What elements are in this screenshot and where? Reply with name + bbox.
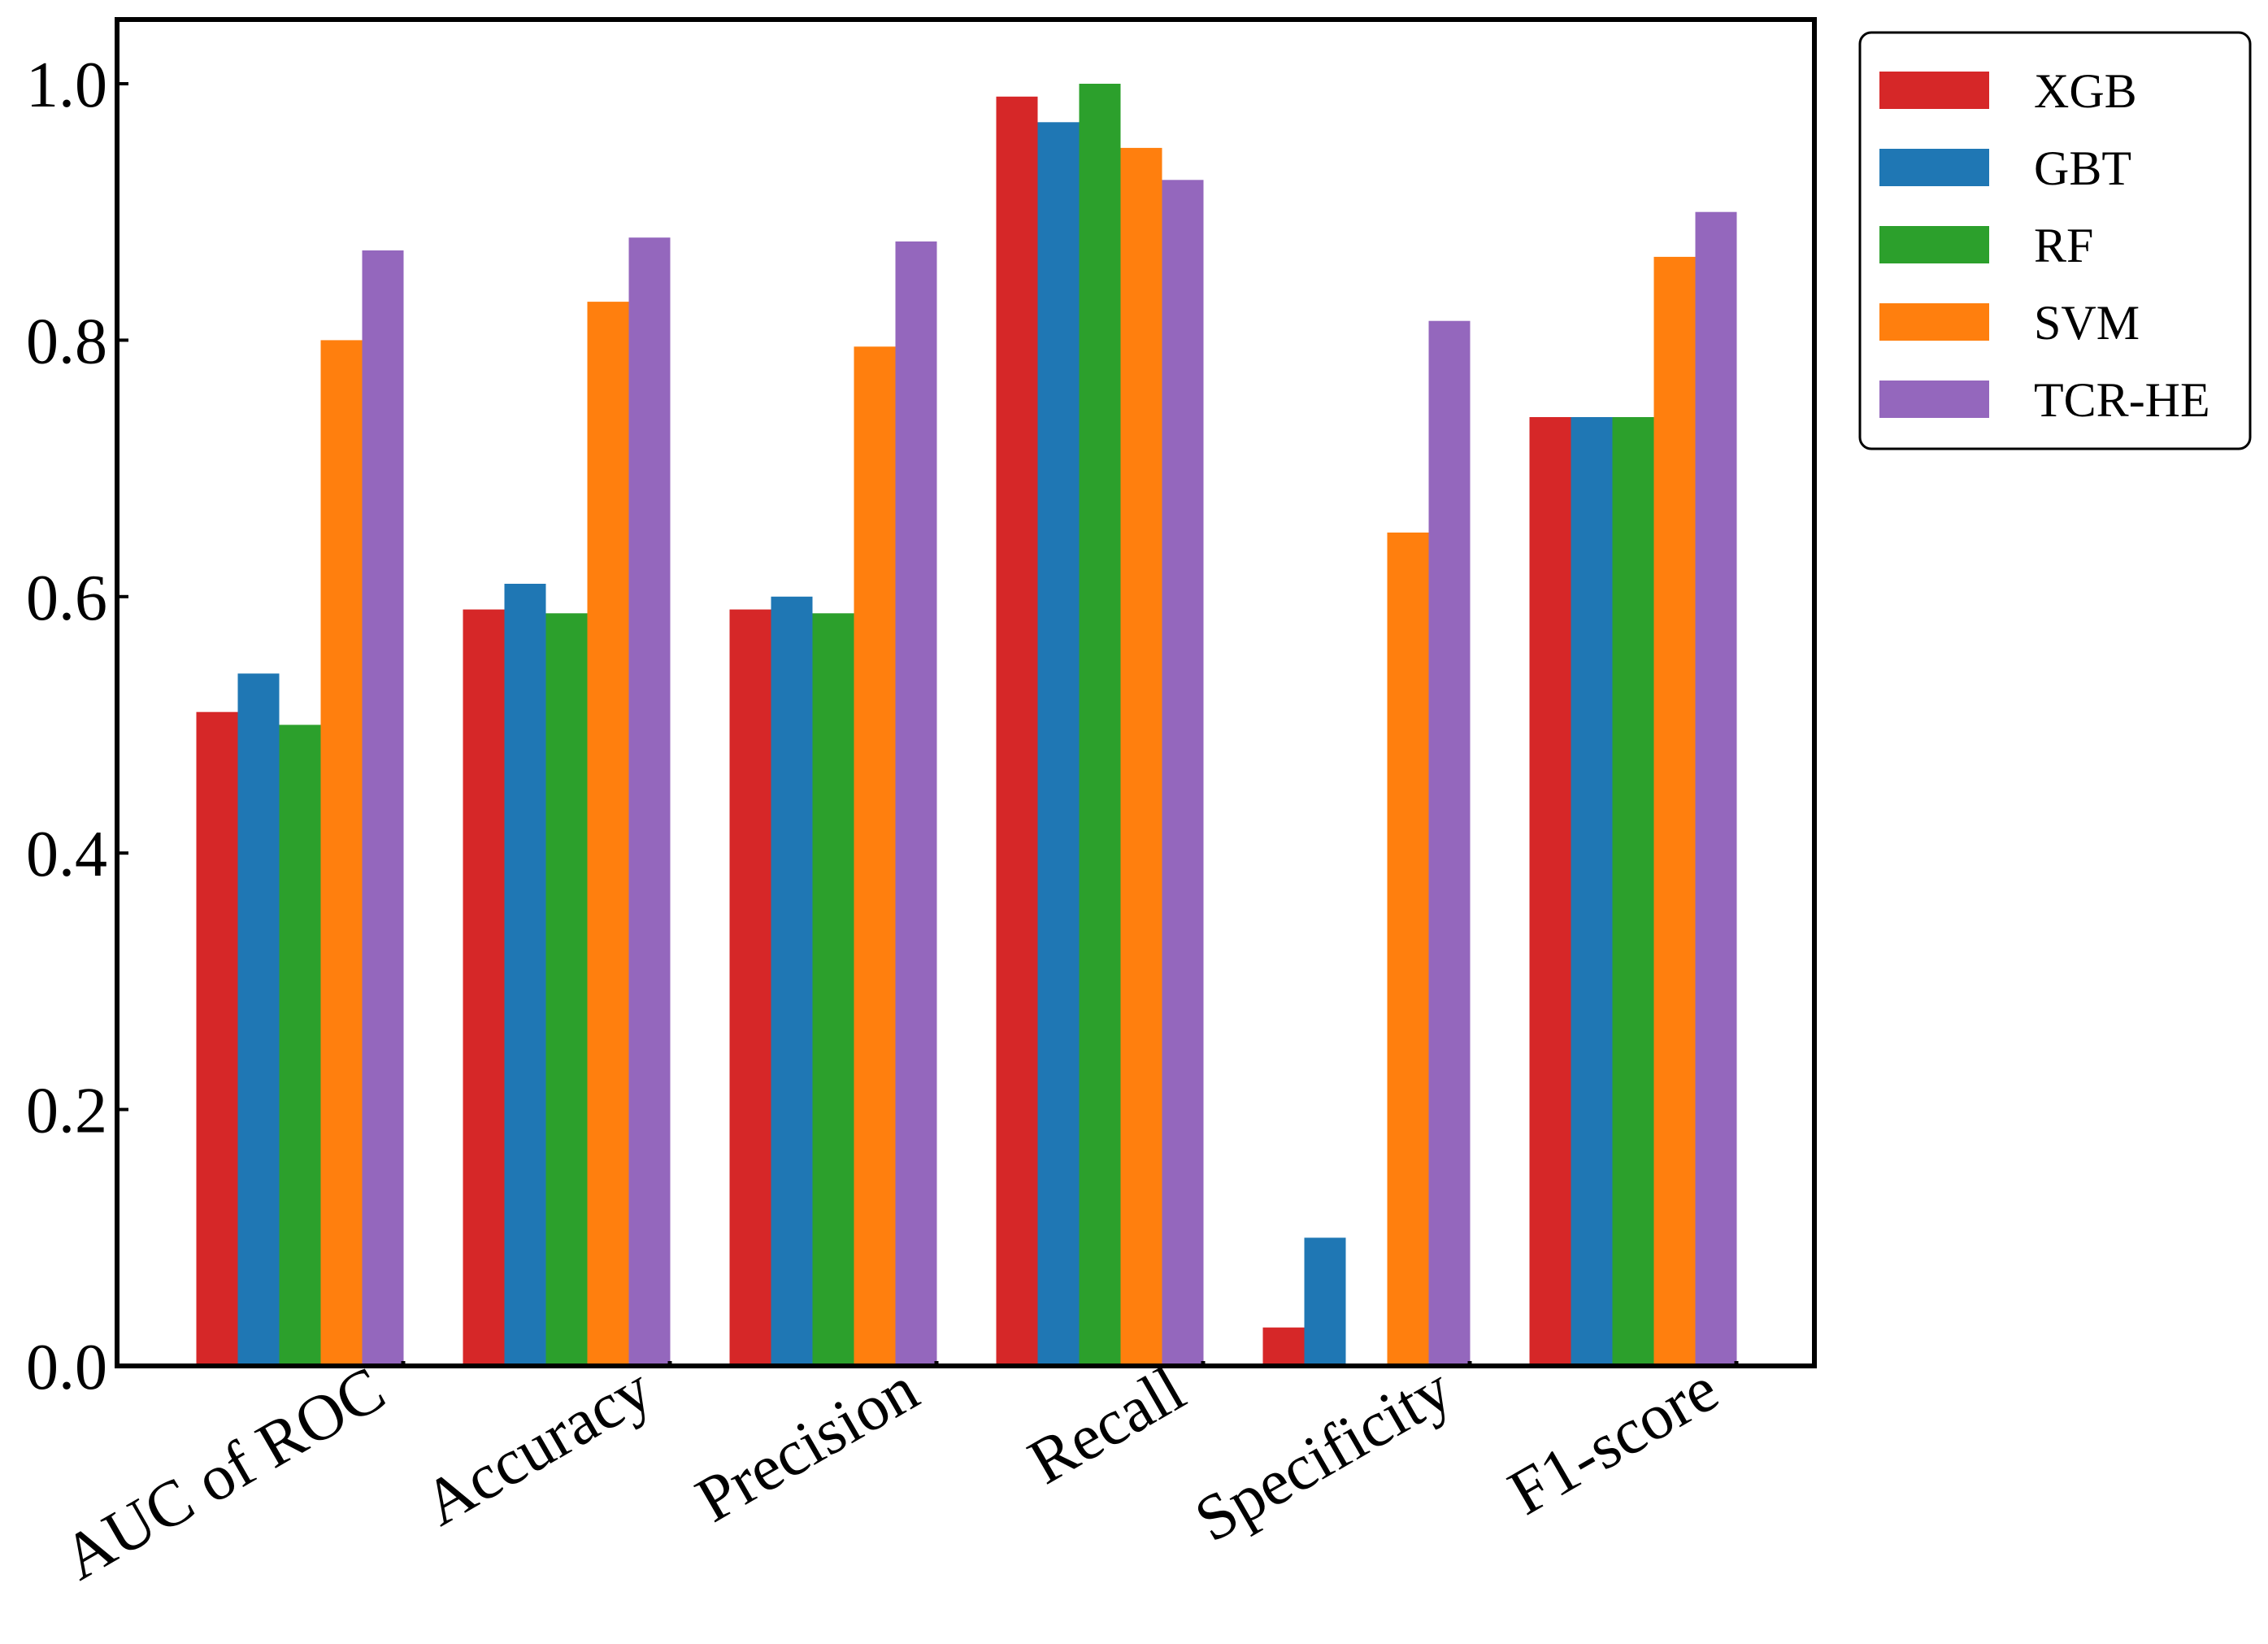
legend-box xyxy=(1858,31,2252,450)
legend-label: XGB xyxy=(2034,64,2137,118)
bar xyxy=(1304,1237,1346,1366)
legend-swatch xyxy=(1879,303,1989,341)
bar xyxy=(1037,122,1080,1366)
bar xyxy=(895,241,937,1366)
y-tick-label: 0.0 xyxy=(26,1332,107,1403)
y-axis: 0.0 0.2 0.4 0.6 0.8 1.0 xyxy=(26,50,128,1403)
bar xyxy=(1162,180,1204,1366)
bar xyxy=(1262,1327,1305,1366)
legend-swatch xyxy=(1879,149,1989,186)
bar xyxy=(463,609,505,1366)
legend: XGB GBT RF SVM TCR-HE xyxy=(1858,31,2252,450)
bar xyxy=(320,340,363,1366)
bar-group xyxy=(729,241,937,1366)
legend-label: GBT xyxy=(2034,141,2131,195)
bar-group xyxy=(1529,211,1737,1367)
y-tick-label: 0.6 xyxy=(26,563,107,634)
bar xyxy=(279,724,321,1366)
bar xyxy=(504,584,546,1366)
y-tick-label: 0.8 xyxy=(26,306,107,377)
legend-swatch xyxy=(1879,381,1989,418)
bar xyxy=(1387,533,1429,1366)
bar xyxy=(1428,320,1471,1367)
bar xyxy=(362,250,404,1366)
bar xyxy=(854,346,896,1366)
legend-swatch xyxy=(1879,226,1989,263)
y-tick-label: 0.2 xyxy=(26,1076,107,1147)
bar xyxy=(545,613,588,1366)
bar-group xyxy=(463,237,671,1367)
bar xyxy=(1571,417,1613,1366)
bar-group xyxy=(996,84,1204,1366)
bar xyxy=(1079,84,1121,1366)
bar xyxy=(587,302,629,1367)
plot-frame xyxy=(115,17,1817,1368)
legend-label: SVM xyxy=(2034,296,2140,350)
bar xyxy=(1653,256,1696,1366)
bar xyxy=(237,673,280,1366)
bar xyxy=(196,711,238,1366)
bar xyxy=(628,237,671,1367)
bar xyxy=(1120,147,1162,1366)
legend-label: TCR-HE xyxy=(2034,373,2210,427)
bar xyxy=(996,96,1038,1366)
bar xyxy=(771,596,813,1366)
legend-swatch xyxy=(1879,72,1989,109)
bar-group xyxy=(196,250,404,1366)
bar-group xyxy=(1262,320,1471,1367)
legend-label: RF xyxy=(2034,219,2093,272)
bar xyxy=(812,613,854,1366)
bar xyxy=(1695,211,1737,1367)
bar xyxy=(1612,417,1654,1366)
bar xyxy=(729,609,771,1366)
bars-layer xyxy=(196,84,1737,1367)
y-tick-label: 1.0 xyxy=(26,50,107,121)
bar xyxy=(1529,417,1571,1366)
y-tick-label: 0.4 xyxy=(26,819,107,890)
